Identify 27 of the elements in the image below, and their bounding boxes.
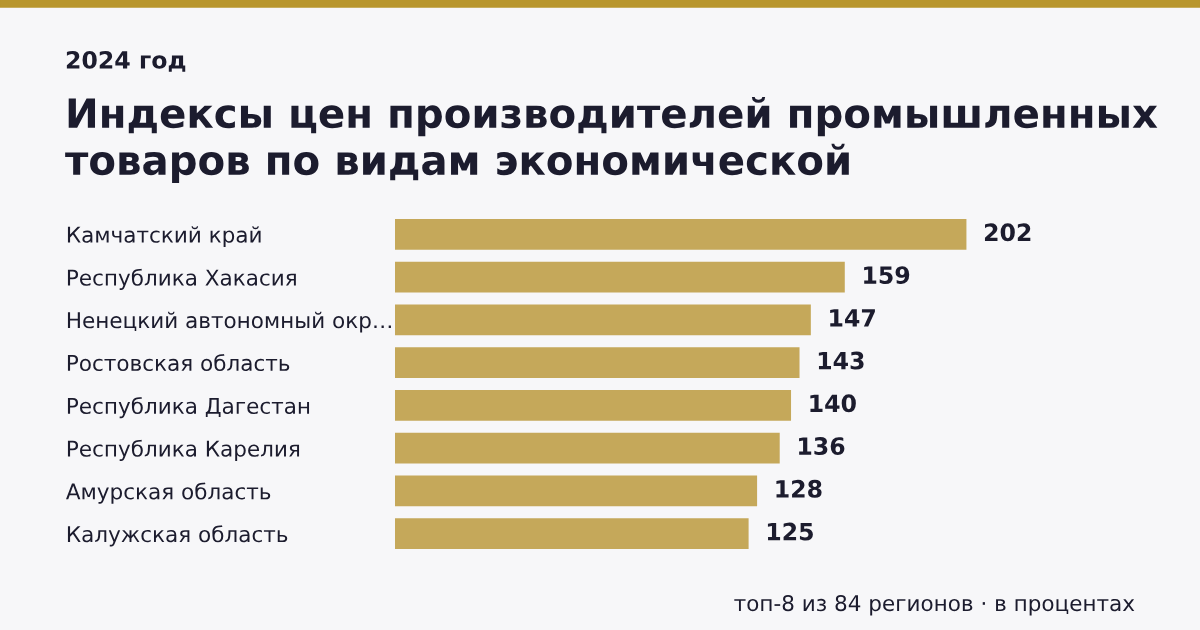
bar	[395, 475, 758, 507]
y-tick-label: Ненецкий автономный окр…	[67, 311, 391, 333]
data-label: 136	[799, 437, 845, 455]
bar	[395, 261, 845, 293]
y-tick-label: Амурская область	[66, 482, 271, 504]
data-label: 140	[810, 394, 856, 413]
data-label: 202	[984, 223, 1031, 242]
y-tick-label: Республика Карелия	[67, 439, 300, 461]
y-tick-label: Ростовская область	[67, 354, 290, 372]
y-tick-label: Республика Дагестан	[67, 397, 310, 419]
text: топ-8 из 84 регионов · в процентах	[734, 594, 1135, 616]
chart-title: Индексы цен производителей промышленных товаров по видам экономической	[65, 96, 1158, 184]
y-tick-label: Калужская область	[67, 525, 288, 547]
bar	[395, 304, 811, 336]
data-label: 159	[864, 266, 910, 284]
bar	[395, 518, 749, 550]
y-tick-label: Республика Хакасия	[67, 268, 296, 290]
data-label: 125	[767, 522, 813, 541]
data-label: 128	[776, 479, 822, 498]
bar	[395, 389, 792, 421]
bar	[395, 432, 780, 464]
bar	[395, 218, 967, 250]
bar	[395, 347, 800, 379]
data-label: 147	[830, 309, 875, 327]
data-label: 143	[818, 351, 864, 370]
y-tick-label: Камчатский край	[67, 226, 261, 248]
text: 2024 год	[66, 50, 186, 72]
